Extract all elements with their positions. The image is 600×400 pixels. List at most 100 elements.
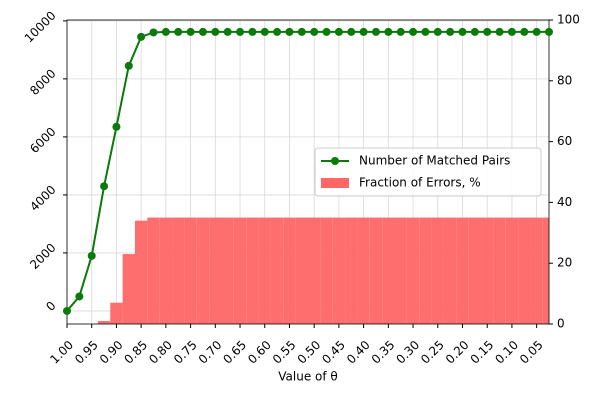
marker [371, 27, 380, 36]
marker [285, 27, 294, 36]
plot-area [67, 30, 549, 324]
y2-tick-label: 80 [557, 73, 572, 87]
x-tick-label: 0.90 [97, 338, 126, 367]
marker [87, 251, 96, 260]
marker [520, 27, 529, 36]
bar [147, 217, 160, 324]
marker [248, 27, 257, 36]
x-tick-label: 0.70 [196, 338, 225, 367]
marker [458, 27, 467, 36]
bar [258, 217, 271, 324]
y-tick-label: 0 [43, 299, 58, 314]
marker [347, 27, 356, 36]
bar [468, 217, 482, 324]
bar [505, 217, 519, 324]
x-tick-label: 0.15 [468, 338, 497, 367]
marker [545, 27, 553, 36]
bar [382, 217, 395, 324]
x-axis-label: Value of θ [278, 370, 338, 384]
x-tick-label: 0.10 [492, 338, 521, 367]
marker [310, 27, 319, 36]
bar [443, 217, 457, 324]
marker [273, 27, 282, 36]
y-tick-label: 4000 [27, 183, 58, 214]
bar [134, 220, 148, 324]
marker [495, 27, 504, 36]
marker [236, 27, 245, 36]
x-tick-label: 0.50 [295, 338, 324, 367]
marker [186, 27, 195, 36]
marker [396, 27, 405, 36]
marker [446, 27, 455, 36]
x-tick-label: 0.25 [418, 338, 447, 367]
line [67, 30, 549, 312]
bar [97, 320, 111, 324]
legend-label: Fraction of Errors, % [359, 176, 481, 190]
y2-tick-label: 40 [557, 195, 572, 209]
y-tick-label: 6000 [27, 125, 58, 156]
marker [149, 28, 158, 37]
marker [112, 122, 121, 131]
bar [481, 217, 494, 324]
bar [518, 217, 531, 324]
marker [198, 27, 207, 36]
y-tick-label: 8000 [27, 67, 58, 98]
bar [122, 254, 135, 324]
x-tick-label: 0.85 [122, 338, 151, 367]
marker [75, 292, 84, 301]
y2-tick-label: 100 [557, 13, 580, 27]
x-tick-label: 0.05 [517, 338, 546, 367]
y2-tick-label: 20 [557, 256, 572, 270]
marker [409, 27, 418, 36]
x-tick-label: 0.60 [245, 338, 274, 367]
bar [493, 217, 506, 324]
x-tick-label: 0.35 [369, 338, 398, 367]
bar [357, 217, 370, 324]
marker [483, 27, 492, 36]
legend-label: Number of Matched Pairs [359, 154, 510, 168]
x-tick-label: 0.80 [146, 338, 175, 367]
marker [100, 182, 109, 191]
x-tick-label: 0.20 [443, 338, 472, 367]
marker [334, 27, 343, 36]
marker [384, 27, 393, 36]
x-tick-label: 0.95 [72, 338, 101, 367]
bar [221, 217, 234, 324]
legend-marker [331, 157, 339, 165]
marker [507, 27, 516, 36]
x-tick-label: 0.55 [270, 338, 299, 367]
bar [270, 217, 284, 324]
marker [174, 27, 183, 36]
marker [211, 27, 220, 36]
x-tick-label: 0.40 [344, 338, 373, 367]
axes-frame [66, 19, 550, 325]
bar [320, 217, 333, 324]
bar [110, 302, 123, 324]
bar [295, 217, 308, 324]
bar [530, 217, 543, 324]
bar [233, 217, 247, 324]
bar [246, 217, 259, 324]
y2-tick-label: 0 [557, 317, 565, 331]
bar [184, 217, 197, 324]
y2-tick-label: 60 [557, 134, 572, 148]
bar [431, 217, 444, 324]
marker [137, 32, 146, 41]
bar [345, 217, 358, 324]
x-tick-label: 0.30 [393, 338, 422, 367]
bar [196, 217, 210, 324]
x-tick-label: 0.65 [220, 338, 249, 367]
marker [322, 27, 331, 36]
y-tick-label: 10000 [22, 8, 59, 45]
bar [283, 217, 296, 324]
marker [470, 27, 479, 36]
y-tick-label: 2000 [27, 241, 58, 272]
bar [159, 217, 173, 324]
x-tick-label: 0.45 [319, 338, 348, 367]
bar [394, 217, 407, 324]
legend-box [314, 147, 542, 197]
bar [172, 217, 185, 324]
marker [433, 27, 442, 36]
marker [359, 27, 368, 36]
marker [532, 27, 541, 36]
